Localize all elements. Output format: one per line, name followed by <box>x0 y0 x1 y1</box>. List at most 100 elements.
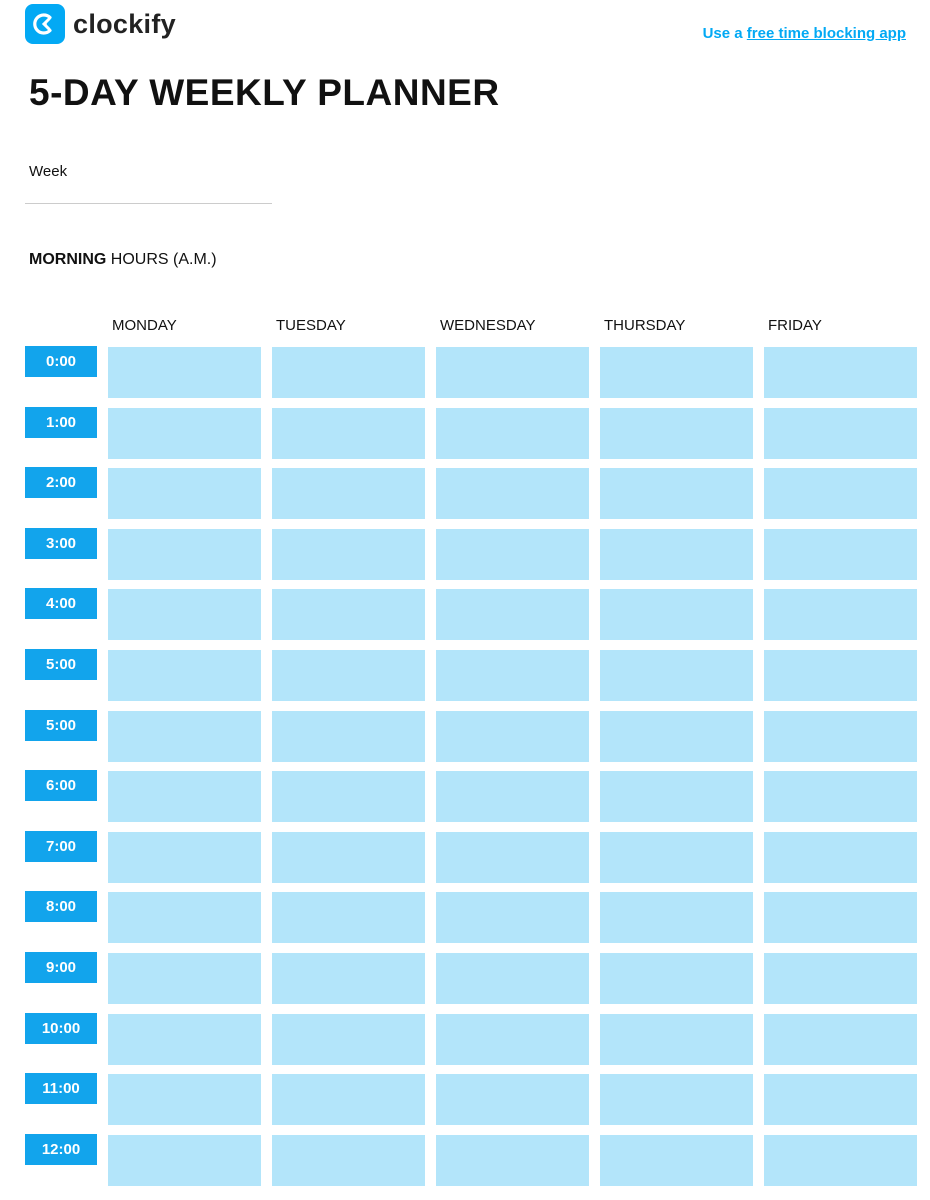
planner-cell-monday[interactable] <box>108 528 261 580</box>
time-label: 11:00 <box>25 1073 97 1105</box>
planner-cell-monday[interactable] <box>108 1074 261 1126</box>
planner-cell-monday[interactable] <box>108 650 261 701</box>
planner-cell-wednesday[interactable] <box>436 589 589 641</box>
section-rest: HOURS (A.M.) <box>106 251 217 268</box>
time-label: 12:00 <box>25 1133 97 1165</box>
time-label: 9:00 <box>25 952 97 983</box>
time-label: 5:00 <box>25 649 97 680</box>
planner-cell-wednesday[interactable] <box>436 347 589 398</box>
planner-cell-tuesday[interactable] <box>272 1134 425 1186</box>
planner-cell-thursday[interactable] <box>600 1013 753 1065</box>
time-label: 2:00 <box>25 467 97 499</box>
time-label: 4:00 <box>25 588 97 620</box>
week-label: Week <box>29 163 68 180</box>
planner-cell-wednesday[interactable] <box>436 650 589 701</box>
time-label: 3:00 <box>25 527 97 559</box>
planner-cell-monday[interactable] <box>108 589 261 641</box>
planner-cell-wednesday[interactable] <box>436 407 589 459</box>
time-label: 10:00 <box>25 1012 97 1044</box>
planner-cell-friday[interactable] <box>764 771 917 823</box>
planner-cell-thursday[interactable] <box>600 589 753 641</box>
clockify-icon <box>25 4 65 44</box>
planner-cell-monday[interactable] <box>108 1134 261 1186</box>
planner-cell-tuesday[interactable] <box>272 528 425 580</box>
link-prefix: Use a <box>702 25 747 42</box>
day-header-monday: MONDAY <box>112 317 177 334</box>
planner-cell-thursday[interactable] <box>600 892 753 944</box>
day-header-wednesday: WEDNESDAY <box>440 317 536 334</box>
planner-cell-friday[interactable] <box>764 407 917 459</box>
planner-cell-friday[interactable] <box>764 1074 917 1126</box>
planner-cell-thursday[interactable] <box>600 953 753 1004</box>
planner-cell-wednesday[interactable] <box>436 1074 589 1126</box>
planner-cell-friday[interactable] <box>764 589 917 641</box>
planner-cell-wednesday[interactable] <box>436 1013 589 1065</box>
link-text[interactable]: free time blocking app <box>746 25 906 42</box>
section-heading: MORNING HOURS (A.M.) <box>29 251 217 269</box>
planner-cell-wednesday[interactable] <box>436 831 589 883</box>
planner-cell-tuesday[interactable] <box>272 771 425 823</box>
planner-cell-tuesday[interactable] <box>272 650 425 701</box>
planner-cell-tuesday[interactable] <box>272 347 425 398</box>
planner-cell-tuesday[interactable] <box>272 892 425 944</box>
time-label: 5:00 <box>25 709 97 741</box>
planner-cell-tuesday[interactable] <box>272 831 425 883</box>
planner-cell-monday[interactable] <box>108 953 261 1004</box>
planner-cell-monday[interactable] <box>108 892 261 944</box>
planner-cell-thursday[interactable] <box>600 650 753 701</box>
planner-cell-thursday[interactable] <box>600 710 753 762</box>
planner-cell-friday[interactable] <box>764 650 917 701</box>
time-label: 1:00 <box>25 406 97 438</box>
planner-cell-tuesday[interactable] <box>272 468 425 520</box>
planner-cell-wednesday[interactable] <box>436 892 589 944</box>
planner-cell-friday[interactable] <box>764 1013 917 1065</box>
planner-cell-tuesday[interactable] <box>272 710 425 762</box>
planner-cell-tuesday[interactable] <box>272 589 425 641</box>
planner-cell-thursday[interactable] <box>600 528 753 580</box>
planner-cell-wednesday[interactable] <box>436 528 589 580</box>
planner-cell-tuesday[interactable] <box>272 407 425 459</box>
planner-cell-tuesday[interactable] <box>272 1074 425 1126</box>
time-label: 6:00 <box>25 770 97 802</box>
planner-cell-monday[interactable] <box>108 347 261 398</box>
planner-cell-wednesday[interactable] <box>436 953 589 1004</box>
planner-cell-wednesday[interactable] <box>436 1134 589 1186</box>
planner-cell-monday[interactable] <box>108 771 261 823</box>
planner-cell-friday[interactable] <box>764 953 917 1004</box>
day-header-tuesday: TUESDAY <box>276 317 346 334</box>
planner-cell-thursday[interactable] <box>600 1074 753 1126</box>
planner-cell-thursday[interactable] <box>600 347 753 398</box>
planner-cell-monday[interactable] <box>108 710 261 762</box>
planner-cell-monday[interactable] <box>108 407 261 459</box>
time-label: 0:00 <box>25 346 97 377</box>
time-label: 8:00 <box>25 891 97 923</box>
week-input-line[interactable] <box>25 203 272 204</box>
logo-text: clockify <box>73 8 176 39</box>
planner-cell-monday[interactable] <box>108 468 261 520</box>
planner-cell-friday[interactable] <box>764 710 917 762</box>
planner-cell-monday[interactable] <box>108 831 261 883</box>
planner-cell-thursday[interactable] <box>600 1134 753 1186</box>
planner-cell-friday[interactable] <box>764 468 917 520</box>
clockify-logo: clockify <box>25 4 176 44</box>
planner-cell-thursday[interactable] <box>600 468 753 520</box>
planner-cell-friday[interactable] <box>764 1134 917 1186</box>
section-bold: MORNING <box>29 251 107 268</box>
time-blocking-app-link[interactable]: Use a free time blocking app <box>703 25 906 42</box>
planner-cell-friday[interactable] <box>764 347 917 398</box>
planner-cell-tuesday[interactable] <box>272 953 425 1004</box>
planner-cell-wednesday[interactable] <box>436 771 589 823</box>
time-label: 7:00 <box>25 830 97 862</box>
planner-cell-friday[interactable] <box>764 892 917 944</box>
planner-cell-wednesday[interactable] <box>436 710 589 762</box>
day-header-thursday: THURSDAY <box>604 317 686 334</box>
planner-cell-friday[interactable] <box>764 831 917 883</box>
day-header-friday: FRIDAY <box>768 317 822 334</box>
planner-cell-thursday[interactable] <box>600 831 753 883</box>
planner-cell-tuesday[interactable] <box>272 1013 425 1065</box>
planner-cell-monday[interactable] <box>108 1013 261 1065</box>
planner-cell-wednesday[interactable] <box>436 468 589 520</box>
planner-cell-thursday[interactable] <box>600 771 753 823</box>
planner-cell-friday[interactable] <box>764 528 917 580</box>
planner-cell-thursday[interactable] <box>600 407 753 459</box>
